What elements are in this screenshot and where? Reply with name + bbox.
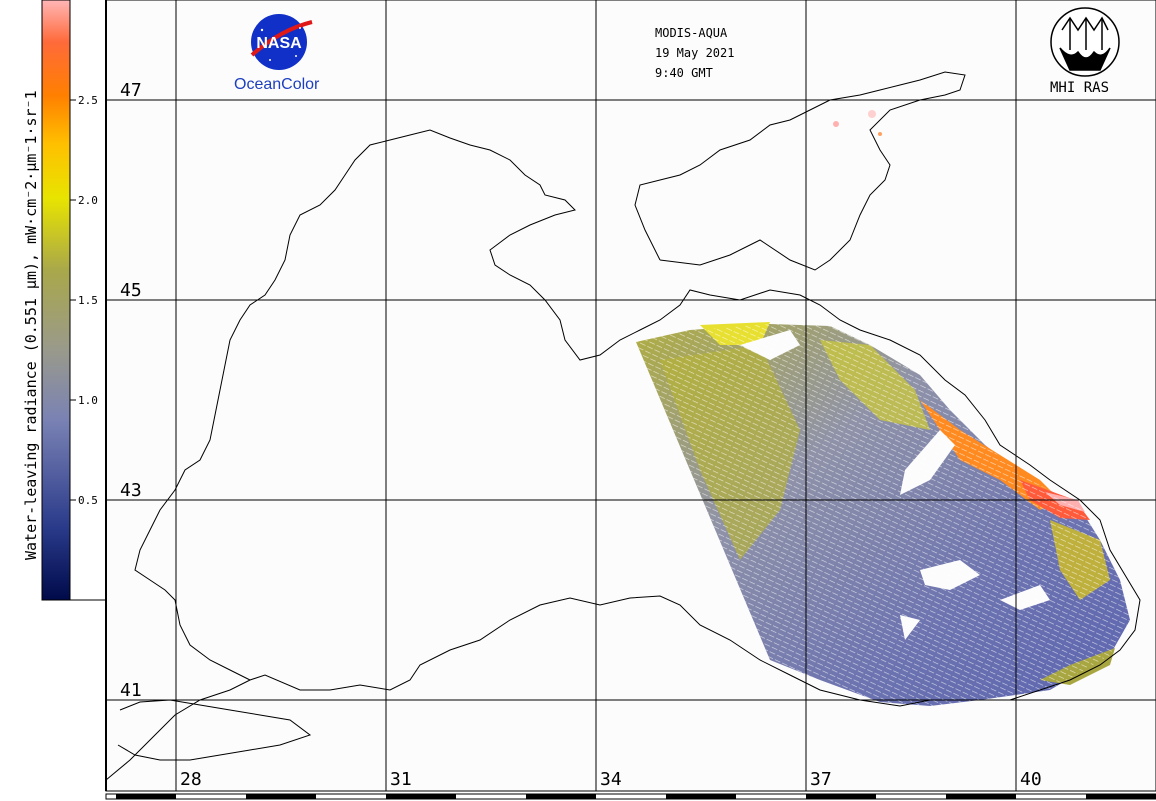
sensor-name: MODIS-AQUA	[655, 26, 728, 40]
lon-label-34: 34	[600, 769, 622, 790]
cb-tick-2-5: 2.5	[78, 94, 98, 107]
cb-tick-2-0: 2.0	[78, 194, 98, 207]
lat-label-47: 47	[120, 80, 142, 101]
lon-label-40: 40	[1020, 769, 1042, 790]
lat-label-45: 45	[120, 280, 142, 301]
cb-tick-1-0: 1.0	[78, 394, 98, 407]
lon-label-31: 31	[390, 769, 412, 790]
graticule	[106, 0, 1156, 791]
acquisition-time: 9:40 GMT	[655, 66, 713, 80]
nasa-logo: NASA	[250, 14, 313, 70]
lat-label-43: 43	[120, 480, 142, 501]
lon-labels: 28 31 34 37 40	[180, 769, 1042, 790]
scale-bar	[105, 793, 1156, 800]
lat-label-41: 41	[120, 680, 142, 701]
acquisition-date: 19 May 2021	[655, 46, 735, 60]
colorbar	[41, 0, 106, 601]
cb-tick-1-5: 1.5	[78, 294, 98, 307]
mhi-ras-logo	[1050, 7, 1120, 77]
colorbar-ticks: 2.5 2.0 1.5 1.0 0.5	[70, 94, 98, 507]
oceancolor-caption: OceanColor	[234, 76, 320, 93]
coastline	[106, 71, 1141, 781]
radiance-field	[636, 110, 1130, 706]
lon-label-37: 37	[810, 769, 832, 790]
acquisition-info: MODIS-AQUA 19 May 2021 9:40 GMT	[655, 22, 734, 84]
cb-tick-0-5: 0.5	[78, 494, 98, 507]
mhi-ras-caption: MHI RAS	[1050, 80, 1110, 96]
lat-labels: 47 45 43 41	[116, 78, 150, 701]
nasa-wordmark: NASA	[256, 35, 302, 52]
colorbar-title: Water-leaving radiance (0.551 µm), mW·cm…	[22, 90, 40, 560]
lon-label-28: 28	[180, 769, 202, 790]
